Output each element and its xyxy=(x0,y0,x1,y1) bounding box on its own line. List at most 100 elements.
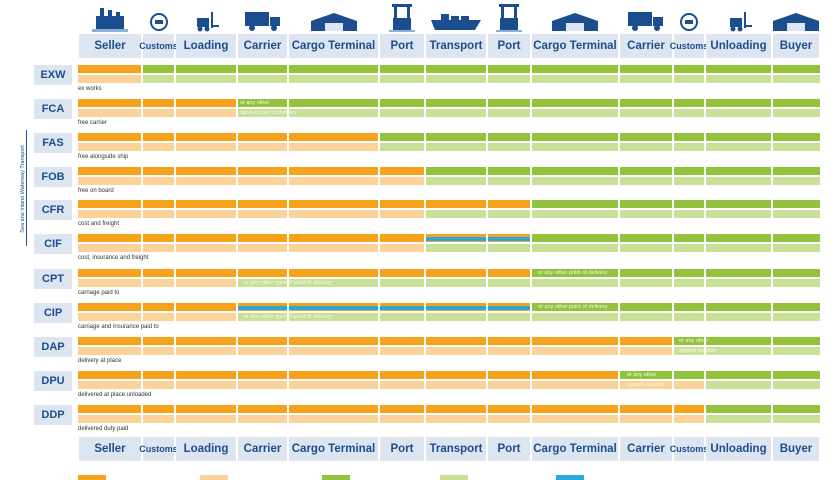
buyer-costs-bar xyxy=(425,167,820,175)
term-label: CIF xyxy=(34,234,72,254)
column-divider xyxy=(287,370,289,390)
legend-swatch-seller-risk xyxy=(200,475,228,480)
column-divider xyxy=(287,268,289,288)
term-description: carriage and insurance paid to xyxy=(78,324,159,330)
column-divider xyxy=(486,302,488,322)
column-divider xyxy=(672,233,674,253)
term-label: CFR xyxy=(34,200,72,220)
column-divider xyxy=(618,132,620,152)
column-divider xyxy=(141,64,143,84)
column-divider xyxy=(174,199,176,219)
seller-costs-bar xyxy=(78,200,531,208)
delivery-note: agreed point of delivery xyxy=(240,110,298,116)
term-description: delivery at place xyxy=(78,358,122,364)
term-label: DDP xyxy=(34,405,72,425)
column-divider xyxy=(141,98,143,118)
column-divider xyxy=(771,199,773,219)
column-header: Buyer xyxy=(773,437,819,461)
delivery-note: or any other xyxy=(627,372,657,378)
term-label: DPU xyxy=(34,371,72,391)
column-divider xyxy=(672,132,674,152)
column-header: Unloading xyxy=(706,34,771,58)
side-bracket xyxy=(26,130,27,246)
legend-swatch-buyer-risk xyxy=(440,475,468,480)
column-header: Carrier xyxy=(620,437,672,461)
column-divider xyxy=(771,370,773,390)
column-divider xyxy=(378,233,380,253)
term-label: FCA xyxy=(34,99,72,119)
column-divider xyxy=(486,98,488,118)
column-divider xyxy=(618,166,620,186)
column-divider xyxy=(141,336,143,356)
term-description: free on board xyxy=(78,188,114,194)
seller-costs-bar xyxy=(78,337,673,345)
term-description: delivered at place unloaded xyxy=(78,392,152,398)
legend-swatch-seller-costs xyxy=(78,475,106,480)
column-header: Carrier xyxy=(620,34,672,58)
column-divider xyxy=(771,132,773,152)
crane-icon xyxy=(496,4,522,32)
column-header: Customs xyxy=(670,34,708,58)
column-divider xyxy=(530,233,532,253)
column-divider xyxy=(424,64,426,84)
column-divider xyxy=(378,336,380,356)
column-divider xyxy=(672,166,674,186)
term-description: cost and freight xyxy=(78,221,120,227)
column-divider xyxy=(174,268,176,288)
column-divider xyxy=(378,199,380,219)
column-divider xyxy=(424,199,426,219)
buyer-risk-bar xyxy=(425,177,820,185)
column-divider xyxy=(618,98,620,118)
seller-costs-bar xyxy=(78,405,705,413)
term-description: free carrier xyxy=(78,120,108,126)
buyer-risk-bar xyxy=(705,415,820,423)
seller-costs-bar xyxy=(78,269,531,277)
delivery-note: or any other agreed point of delivery xyxy=(244,280,333,286)
column-divider xyxy=(486,199,488,219)
column-header: Cargo Terminal xyxy=(532,34,618,58)
column-divider xyxy=(486,404,488,424)
column-divider xyxy=(530,404,532,424)
column-divider xyxy=(530,166,532,186)
column-divider xyxy=(486,166,488,186)
column-header: Transport xyxy=(426,437,486,461)
column-divider xyxy=(174,404,176,424)
column-header: Buyer xyxy=(773,34,819,58)
truck-icon xyxy=(244,10,281,36)
column-divider xyxy=(141,268,143,288)
term-label: FOB xyxy=(34,167,72,187)
column-divider xyxy=(771,166,773,186)
column-divider xyxy=(672,404,674,424)
column-divider xyxy=(771,98,773,118)
term-description: cost, insurance and freight xyxy=(78,255,149,261)
column-divider xyxy=(287,404,289,424)
delivery-note: or any other agreed point of delivery xyxy=(244,314,333,320)
column-divider xyxy=(174,302,176,322)
column-divider xyxy=(287,233,289,253)
insurance-bar xyxy=(237,306,531,310)
warehouse-icon xyxy=(773,12,819,38)
column-divider xyxy=(618,302,620,322)
column-divider xyxy=(287,302,289,322)
side-label: Sea and Inland Waterway Transport xyxy=(20,145,26,233)
buyer-costs-bar xyxy=(379,133,820,141)
column-divider xyxy=(378,268,380,288)
seller-risk-bar xyxy=(78,415,705,423)
warehouse-icon xyxy=(310,12,357,38)
column-divider xyxy=(618,233,620,253)
column-divider xyxy=(486,64,488,84)
column-divider xyxy=(424,268,426,288)
column-divider xyxy=(424,302,426,322)
column-divider xyxy=(704,132,706,152)
column-divider xyxy=(704,166,706,186)
column-divider xyxy=(287,98,289,118)
buyer-costs-bar xyxy=(237,99,820,107)
column-divider xyxy=(771,404,773,424)
column-divider xyxy=(236,302,238,322)
seller-risk-bar xyxy=(78,143,379,151)
column-header: Loading xyxy=(176,34,236,58)
column-divider xyxy=(424,132,426,152)
column-divider xyxy=(486,268,488,288)
column-divider xyxy=(672,336,674,356)
column-divider xyxy=(424,336,426,356)
